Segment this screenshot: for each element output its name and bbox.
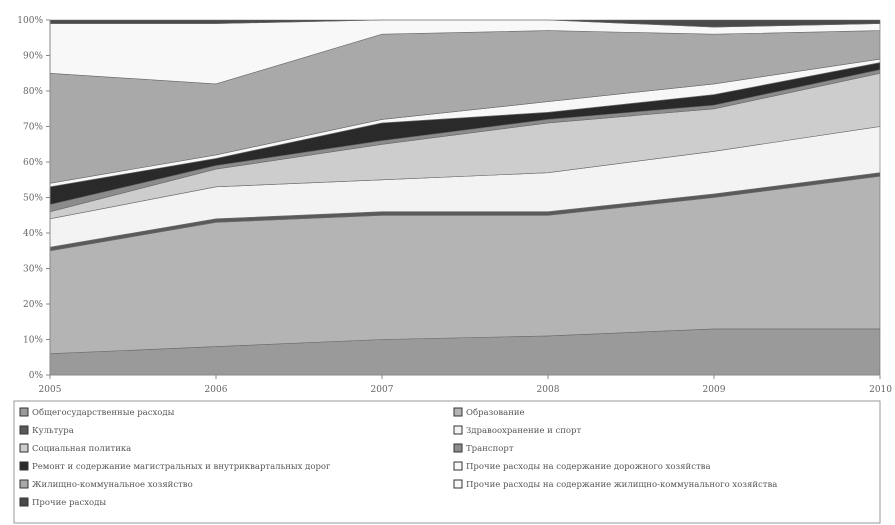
legend-label: Социальная политика (32, 444, 131, 454)
legend-label: Транспорт (466, 444, 514, 454)
y-tick-label: 40% (23, 229, 43, 239)
legend-swatch (19, 443, 29, 453)
y-tick-label: 20% (23, 300, 43, 310)
legend-swatch (19, 479, 29, 489)
legend-label: Прочие расходы (32, 498, 106, 508)
legend-swatch (453, 479, 463, 489)
legend-swatch (453, 425, 463, 435)
legend-swatch (19, 425, 29, 435)
y-tick-label: 70% (23, 123, 43, 133)
legend-label: Жилищно-коммунальное хозяйство (32, 480, 193, 490)
area-series-11 (49, 19, 881, 28)
legend-label: Прочие расходы на содержание дорожного х… (466, 462, 711, 472)
legend-label: Общегосударственные расходы (32, 407, 175, 418)
legend-frame (13, 400, 881, 524)
x-tick-label: 2008 (537, 385, 560, 395)
legend-swatch (19, 497, 29, 507)
legend-label: Ремонт и содержание магистральных и внут… (32, 462, 331, 472)
y-tick-label: 90% (23, 52, 43, 62)
x-tick-label: 2005 (39, 385, 62, 395)
y-tick-label: 80% (23, 87, 43, 97)
legend-swatch (453, 407, 463, 417)
y-tick-label: 60% (23, 158, 43, 168)
legend-label: Образование (466, 407, 525, 418)
legend-label: Культура (32, 426, 74, 436)
legend-swatch (19, 461, 29, 471)
x-tick-label: 2009 (703, 385, 726, 395)
legend-label: Здравоохранение и спорт (466, 426, 581, 436)
legend-swatch (19, 407, 29, 417)
y-tick-label: 10% (23, 336, 43, 346)
y-tick-label: 100% (17, 16, 43, 26)
legend-swatch (453, 443, 463, 453)
x-tick-label: 2007 (371, 385, 394, 395)
axes: 0% 10% 20% 30% 40% 50% 60% 70% 80% 90% 100% 2005 200… (17, 16, 892, 395)
legend-swatch (453, 461, 463, 471)
y-tick-label: 0% (29, 371, 44, 381)
plot-area (49, 19, 881, 376)
x-tick-label: 2006 (205, 385, 228, 395)
legend: Общегосударственные расходы Образование Ку… (13, 400, 881, 524)
legend-label: Прочие расходы на содержание жилищно-ком… (466, 480, 777, 490)
y-tick-label: 30% (23, 265, 43, 275)
y-tick-label: 50% (23, 194, 43, 204)
x-tick-label: 2010 (869, 385, 892, 395)
